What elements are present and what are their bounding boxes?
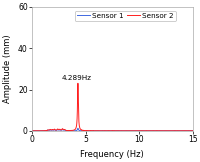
Text: 4.289Hz: 4.289Hz: [61, 75, 91, 81]
Sensor 1: [162, 130, 165, 132]
Sensor 2: [162, 130, 165, 132]
X-axis label: Frequency (Hz): Frequency (Hz): [80, 150, 143, 159]
Sensor 2: [127, 130, 129, 132]
Line: Sensor 2: Sensor 2: [32, 83, 192, 131]
Sensor 1: [31, 130, 33, 132]
Sensor 2: [60, 129, 62, 131]
Sensor 2: [31, 130, 33, 132]
Sensor 2: [76, 82, 79, 84]
Sensor 1: [150, 130, 152, 132]
Sensor 2: [92, 130, 94, 132]
Sensor 1: [92, 130, 94, 132]
Sensor 1: [191, 130, 193, 132]
Sensor 2: [135, 130, 137, 132]
Sensor 1: [127, 130, 129, 132]
Line: Sensor 1: Sensor 1: [32, 128, 192, 131]
Sensor 2: [191, 130, 193, 132]
Legend: Sensor 1, Sensor 2: Sensor 1, Sensor 2: [74, 11, 175, 21]
Sensor 2: [150, 130, 152, 132]
Sensor 2: [188, 130, 191, 132]
Sensor 1: [76, 127, 79, 129]
Sensor 1: [135, 130, 137, 132]
Sensor 1: [164, 130, 166, 132]
Sensor 1: [60, 129, 62, 131]
Y-axis label: Amplitude (mm): Amplitude (mm): [3, 35, 12, 103]
